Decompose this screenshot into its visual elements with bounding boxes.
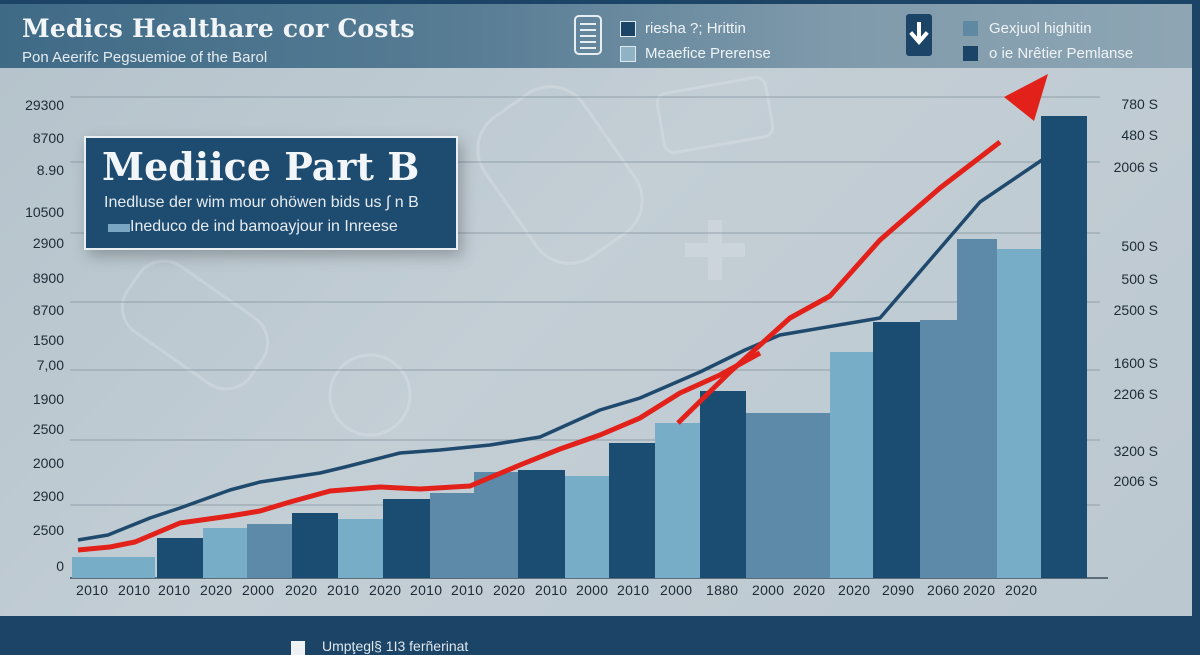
left-axis-tick: 2500 <box>32 522 64 538</box>
bar-10 <box>518 470 565 578</box>
bar-16 <box>787 413 830 578</box>
left-axis-tick: 2900 <box>32 488 64 504</box>
bar-14 <box>700 391 746 578</box>
left-axis-tick: 0 <box>56 558 64 574</box>
bar-13 <box>655 423 700 578</box>
legend-swatch-3 <box>963 21 978 36</box>
down-arrow-icon <box>906 14 932 56</box>
right-axis-tick: 480 S <box>1121 127 1158 143</box>
legend-label-4: o ie Nrêtier Pemlanse <box>989 45 1134 62</box>
right-axis-tick: 2500 S <box>1113 302 1158 318</box>
left-axis-tick: 10500 <box>25 204 64 220</box>
bar-22 <box>1041 116 1087 578</box>
legend-label-2: Meaefice Prerense <box>645 45 771 62</box>
x-axis-tick: 2000 <box>752 582 785 598</box>
x-axis-tick: 2010 <box>535 582 568 598</box>
left-axis-tick: 7,00 <box>36 357 64 373</box>
x-axis-tick: 2020 <box>963 582 996 598</box>
list-icon <box>574 15 602 55</box>
left-axis-tick: 8700 <box>32 302 64 318</box>
x-axis-tick: 2020 <box>200 582 233 598</box>
callout-box: Mediice Part B Inedluse der wim mour ohö… <box>84 136 458 250</box>
legend-swatch-4 <box>963 46 978 61</box>
x-axis-tick: 2020 <box>793 582 826 598</box>
bar-1 <box>72 557 155 578</box>
x-axis-tick: 2000 <box>660 582 693 598</box>
x-axis-tick: 2020 <box>493 582 526 598</box>
left-axis-tick: 2500 <box>32 421 64 437</box>
x-axis-tick: 2000 <box>576 582 609 598</box>
x-axis-tick: 2090 <box>882 582 915 598</box>
bar-9 <box>474 472 518 578</box>
x-axis-tick: 2000 <box>242 582 275 598</box>
legend-label-3: Gexjuol highitin <box>989 20 1092 37</box>
callout-title: Mediice Part B <box>102 144 420 189</box>
x-axis-tick: 2010 <box>118 582 151 598</box>
bar-19 <box>920 320 957 578</box>
bar-18 <box>873 322 920 578</box>
chart-title: Medics Healthare cor Costs <box>22 14 415 43</box>
x-axis-tick: 2010 <box>410 582 443 598</box>
left-axis-tick: 1900 <box>32 391 64 407</box>
callout-swatch <box>108 224 130 232</box>
x-axis-tick: 2010 <box>158 582 191 598</box>
bar-12 <box>609 443 655 578</box>
x-axis-tick: 2010 <box>327 582 360 598</box>
x-axis-tick: 2010 <box>76 582 109 598</box>
left-axis-tick: 2900 <box>32 235 64 251</box>
bar-17 <box>830 352 873 578</box>
right-axis-tick: 2206 S <box>1113 386 1158 402</box>
left-axis-tick: 2000 <box>32 455 64 471</box>
right-axis-tick: 3200 S <box>1113 443 1158 459</box>
bar-21 <box>997 249 1041 578</box>
bar-5 <box>292 513 338 578</box>
callout-text-2: Ineduco de ind bamoayjour in Inreese <box>130 218 398 235</box>
bar-8 <box>430 493 474 578</box>
left-axis-tick: 1500 <box>32 332 64 348</box>
left-axis-tick: 8900 <box>32 270 64 286</box>
bar-7 <box>383 499 430 578</box>
background-medical-icons <box>120 75 775 437</box>
bar-11 <box>565 476 609 578</box>
arrow-head-icon <box>1004 74 1048 121</box>
left-axis-tick: 29300 <box>25 97 64 113</box>
right-axis-tick: 500 S <box>1121 271 1158 287</box>
check-icon <box>291 641 305 655</box>
x-axis-tick: 2020 <box>369 582 402 598</box>
legend-swatch-2 <box>620 46 636 62</box>
x-axis-tick: 2010 <box>617 582 650 598</box>
x-axis-tick: 2020 <box>1005 582 1038 598</box>
navy-trend-line <box>77 158 1043 542</box>
footer-text: Umpţegl§ 1I3 ferñerinat <box>322 638 469 654</box>
bar-6 <box>338 519 383 578</box>
x-axis-tick: 1880 <box>706 582 739 598</box>
legend-label-1: riesha ?; Hrittin <box>645 20 746 37</box>
bar-20 <box>957 239 997 578</box>
legend-swatch-1 <box>620 21 636 37</box>
red-trend-line <box>77 350 762 553</box>
bar-4 <box>247 524 292 578</box>
bar-3 <box>203 528 247 578</box>
right-axis-tick: 2006 S <box>1113 159 1158 175</box>
callout-text-1: Inedluse der wim mour ohöwen bids us ∫ n… <box>104 194 419 211</box>
red-arrow-line <box>676 140 1002 425</box>
bar-2 <box>157 538 203 578</box>
footer-bar <box>0 620 1200 654</box>
x-axis-tick: 2020 <box>285 582 318 598</box>
x-axis-tick: 2010 <box>451 582 484 598</box>
right-axis-tick: 2006 S <box>1113 473 1158 489</box>
chart-subtitle: Pon Aeerifc Pegsuemioe of the Barol <box>22 49 268 66</box>
left-axis-tick: 8.90 <box>36 162 64 178</box>
bar-15 <box>746 413 787 578</box>
x-axis-tick: 2020 <box>838 582 871 598</box>
right-axis-tick: 500 S <box>1121 238 1158 254</box>
right-axis-tick: 780 S <box>1121 96 1158 112</box>
right-axis-tick: 1600 S <box>1113 355 1158 371</box>
x-axis-tick: 2060 <box>927 582 960 598</box>
left-axis-tick: 8700 <box>32 130 64 146</box>
